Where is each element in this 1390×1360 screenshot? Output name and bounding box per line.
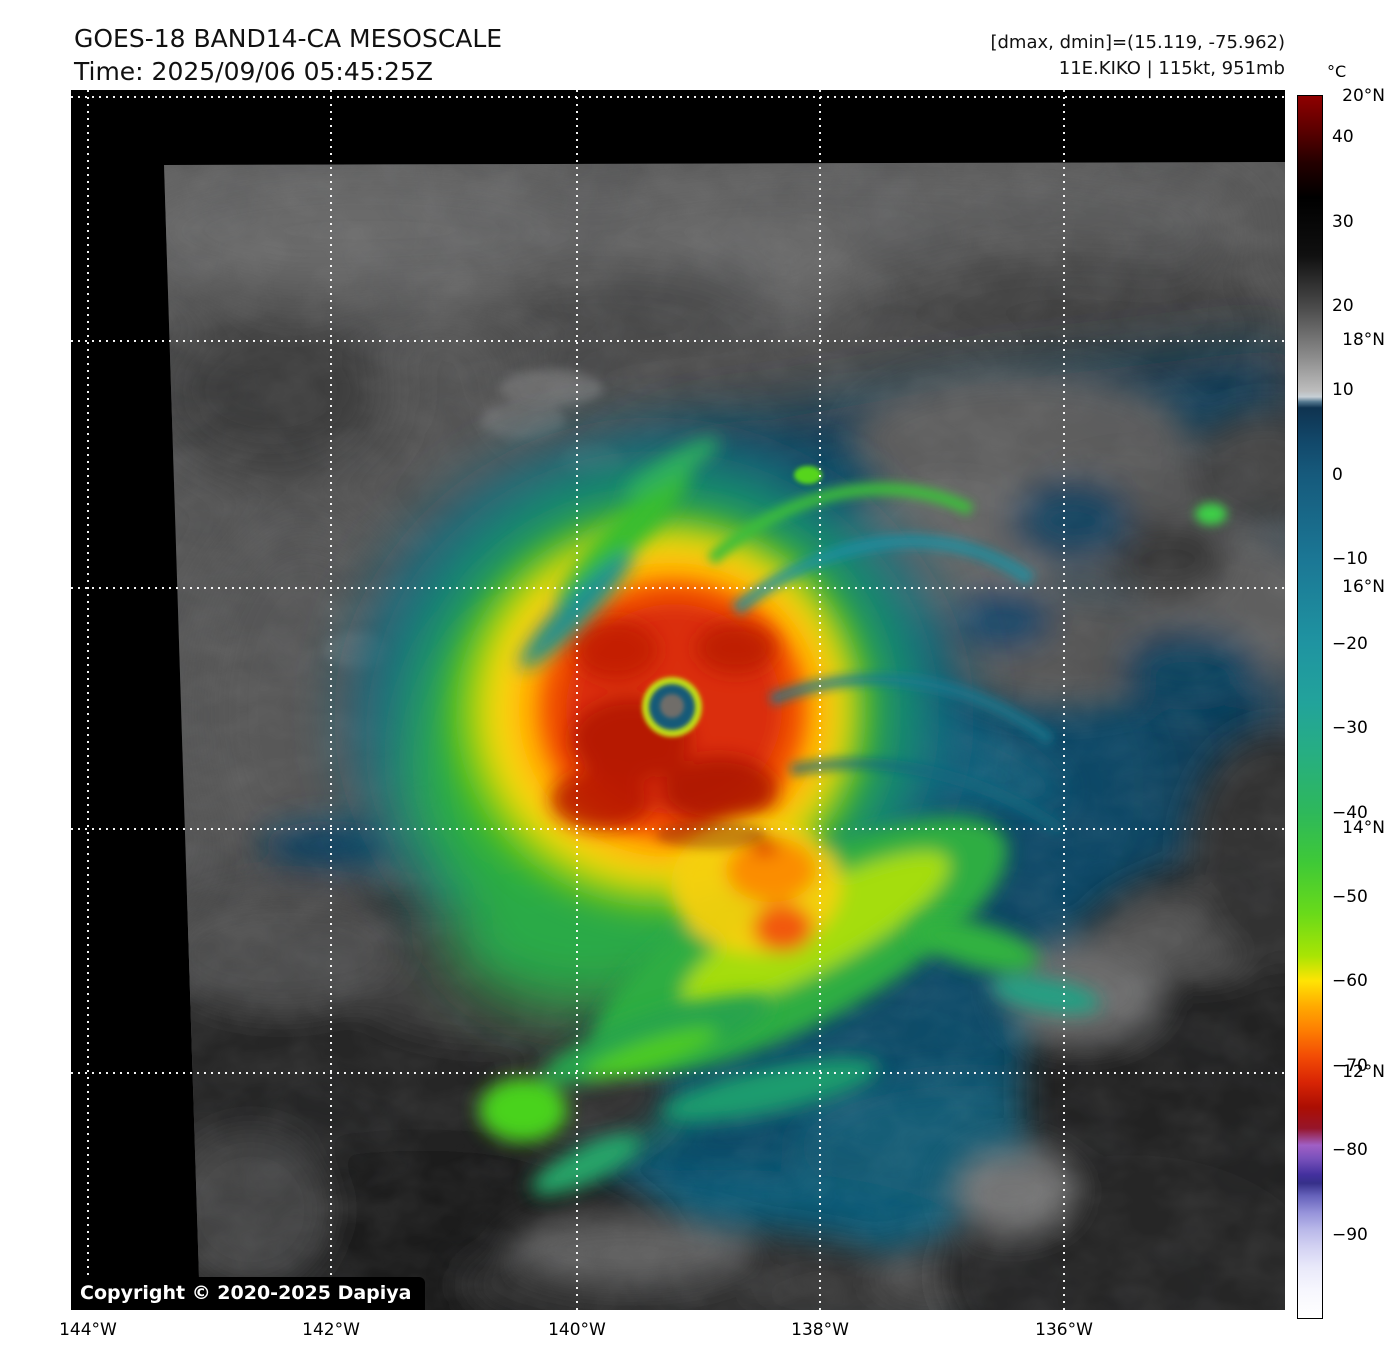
colorbar-tick-label: −40 — [1332, 802, 1368, 823]
colorbar-tick-label: −30 — [1332, 718, 1368, 739]
colorbar-tick-label: 0 — [1332, 464, 1343, 485]
deep-red-blotches — [551, 620, 777, 830]
storm-eye — [642, 677, 702, 737]
lon-tick-label: 142°W — [302, 1320, 360, 1340]
lon-tick-label: 136°W — [1035, 1320, 1093, 1340]
annotation-block: [dmax, dmin]=(15.119, -75.962) 11E.KIKO … — [990, 30, 1285, 82]
lon-tick-label: 144°W — [59, 1320, 117, 1340]
lat-tick-label: 18°N — [1342, 329, 1385, 350]
colorbar-tick-label: −10 — [1332, 549, 1368, 570]
colorbar-tick-label: 30 — [1332, 211, 1354, 232]
lat-tick-label: 16°N — [1342, 577, 1385, 597]
copyright-badge: Copyright © 2020-2025 Dapiya — [71, 1277, 426, 1310]
green-speck-east — [1195, 503, 1227, 525]
colorbar-tick-label: 40 — [1332, 127, 1354, 148]
title-block: GOES-18 BAND14-CA MESOSCALE Time: 2025/0… — [74, 22, 502, 88]
lon-tick-label: 140°W — [548, 1320, 606, 1340]
colorbar-tick-label: −50 — [1332, 886, 1368, 907]
storm-annotation: 11E.KIKO | 115kt, 951mb — [1058, 58, 1285, 79]
lon-tick-label: 138°W — [791, 1320, 849, 1340]
colorbar-tick-label: 10 — [1332, 380, 1354, 401]
hurricane — [354, 437, 1227, 1196]
northeast-arcs — [706, 483, 1065, 835]
green-speck-north — [794, 466, 822, 484]
colorbar-tick-labels: 40 30 20 10 0 −10 −20 −30 −40 −50 −60 −70 −80 −90 — [1332, 95, 1388, 1319]
colorbar-tick-label: −60 — [1332, 971, 1368, 992]
satellite-image — [71, 90, 1285, 1310]
colorbar-tick-label: −80 — [1332, 1140, 1368, 1161]
inner-dark-smudge — [656, 821, 766, 849]
colorbar-tick-label: 20 — [1332, 296, 1354, 317]
colorbar-tick-label: −20 — [1332, 633, 1368, 654]
figure-timestamp: Time: 2025/09/06 05:45:25Z — [74, 57, 433, 86]
figure-title: GOES-18 BAND14-CA MESOSCALE — [74, 24, 503, 53]
colorbar-tick-label: −70 — [1332, 1055, 1368, 1076]
dmax-dmin-annotation: [dmax, dmin]=(15.119, -75.962) — [990, 32, 1285, 53]
lat-tick-label: 20°N — [1342, 85, 1385, 106]
colorbar-unit-label: °C — [1327, 62, 1347, 81]
colorbar — [1297, 95, 1323, 1319]
satellite-map-panel: Copyright © 2020-2025 Dapiya — [71, 90, 1285, 1310]
southern-streaks — [479, 917, 1101, 1196]
lat-tick-label: 14°N — [1342, 817, 1385, 838]
colorbar-tick-label: −90 — [1332, 1224, 1368, 1245]
lat-tick-label: 12°N — [1342, 1061, 1385, 1082]
